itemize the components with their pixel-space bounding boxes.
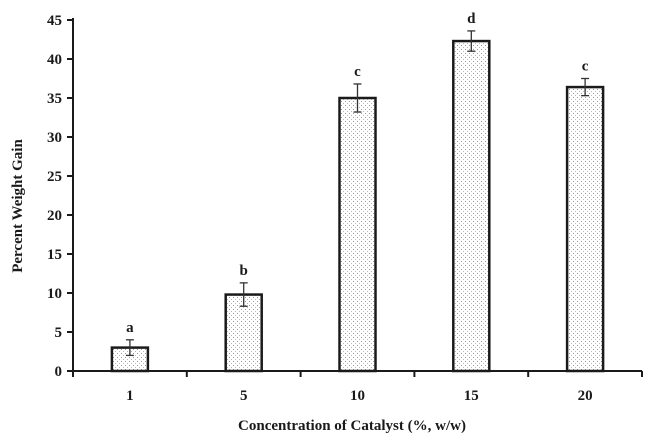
significance-label: b [240,263,248,279]
axes: 0 5 10 15 20 25 30 35 40 45 [47,13,643,380]
bar [224,293,263,373]
y-tick-label: 25 [47,169,62,185]
bars [110,30,605,373]
significance-label: c [582,59,589,75]
y-tick-label: 0 [55,364,63,380]
y-tick-label: 45 [47,13,62,29]
y-tick-label: 30 [47,130,62,146]
y-tick-label: 5 [55,325,63,341]
y-axis-title: Percent Weight Gain [10,139,26,273]
x-tick-label: 10 [350,388,365,404]
labels: a 1 b 5 c 10 d 15 c 20 [126,11,592,404]
bar [338,96,377,373]
y-tick-label: 15 [47,247,62,263]
y-tick-label: 35 [47,91,62,107]
y-tick-label: 40 [47,52,62,68]
y-tick-label: 10 [47,286,62,302]
significance-label: a [126,320,134,336]
x-axis-title: Concentration of Catalyst (%, w/w) [238,418,466,434]
x-tick-label: 15 [464,388,479,404]
x-tick-label: 1 [126,388,134,404]
bar [565,85,605,373]
y-tick-label: 20 [47,208,62,224]
bar [452,39,491,373]
significance-label: c [354,64,361,80]
x-tick-label: 5 [240,388,248,404]
x-tick-label: 20 [578,388,593,404]
significance-label: d [467,11,476,27]
